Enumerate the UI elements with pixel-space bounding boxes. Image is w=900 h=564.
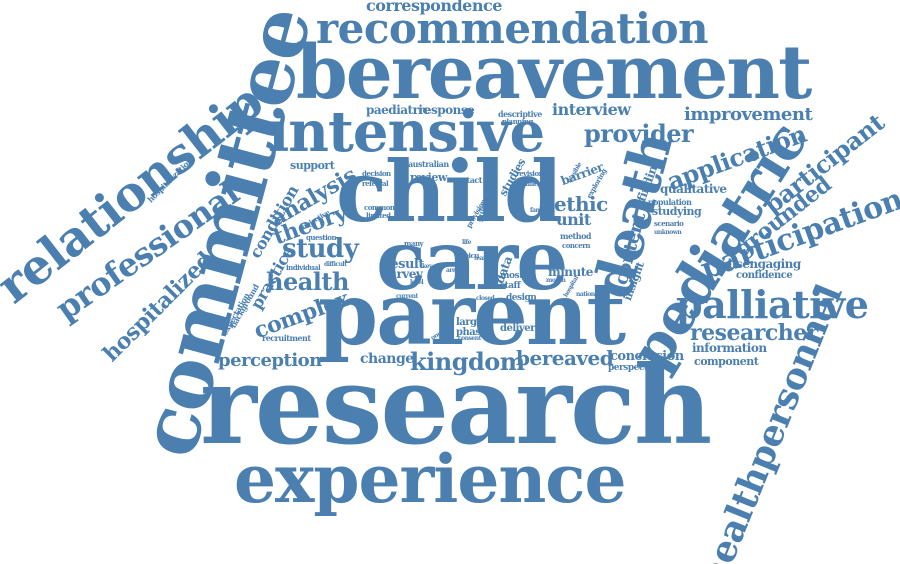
word-health: health (266, 267, 349, 296)
word-picu: picu (464, 251, 479, 260)
word-families: families (514, 179, 542, 188)
word-recommendation: recommendation (316, 4, 709, 53)
word-palliative: palliative (676, 282, 869, 327)
word-researcher: researcher (690, 320, 818, 346)
word-common: common (364, 203, 395, 212)
word-scenario: scenario (654, 219, 684, 228)
word-perspective: perspective (608, 363, 661, 373)
word-many: many (404, 239, 424, 248)
word-provider: provider (584, 119, 694, 148)
word-bereavement: bereavement (296, 30, 812, 116)
word-recruitment: recruitment (262, 333, 311, 343)
word-perception: perception (218, 350, 322, 371)
word-unknown: unknown (654, 229, 682, 236)
word-referral: referral (362, 179, 389, 188)
word-improvement: improvement (684, 104, 813, 125)
word-key: key (422, 263, 432, 270)
word-minute: minute (548, 265, 593, 279)
word-phase: phase (456, 327, 487, 338)
word-decision: decision (362, 169, 391, 178)
word-concern: concern (562, 241, 591, 250)
word-individual: individual (286, 263, 321, 272)
word-unit: unit (556, 210, 591, 229)
word-child: child (336, 142, 563, 241)
word-component: component (694, 355, 759, 368)
word-study: study (282, 234, 359, 264)
word-change: change (360, 351, 414, 367)
word-paediatric: paediatric (366, 103, 430, 117)
word-month: month (546, 277, 566, 284)
word-research: research (200, 343, 712, 469)
word-conclusion: conclusion (610, 349, 684, 364)
word-bereaved: bereaved (516, 346, 614, 370)
word-team: team (474, 255, 489, 262)
word-support: support (290, 159, 335, 172)
word-planning: planning (502, 117, 533, 126)
word-interview: interview (552, 100, 631, 119)
word-national: national (576, 291, 600, 298)
word-consent: consent (458, 335, 481, 342)
word-information: information (692, 341, 767, 355)
word-ethic: ethic (554, 192, 608, 216)
word-care: care (376, 213, 568, 309)
word-method: method (560, 231, 592, 241)
word-larger: larger (456, 317, 488, 328)
word-life: life (462, 239, 471, 246)
word-parent: parent (318, 264, 626, 365)
word-question: question (306, 233, 337, 242)
word-delivery: delivery (500, 323, 541, 334)
word-current: current (396, 293, 418, 300)
word-confidence: confidence (736, 270, 793, 281)
word-difficult: difficult (324, 261, 347, 268)
word-descriptive: descriptive (498, 109, 542, 119)
word-disengaging: disengaging (724, 257, 801, 271)
word-family: family (530, 207, 548, 214)
word-experience: experience (234, 440, 626, 518)
word-response: response (418, 103, 475, 117)
word-limited: limited (366, 211, 391, 220)
word-contact: contact (452, 175, 482, 185)
word-area: area (446, 267, 459, 274)
word-revision: revision (516, 169, 544, 178)
word-design: design (506, 293, 537, 303)
word-australian: australian (408, 159, 449, 169)
word-kingdom: kingdom (410, 347, 525, 376)
word-staff: staff (500, 281, 521, 291)
word-qualitative: qualitative (660, 182, 727, 196)
word-survey: survey (382, 267, 423, 281)
word-intensive: intensive (268, 99, 545, 165)
word-level: level (410, 279, 424, 286)
word-review: review (410, 171, 447, 184)
word-population: population (648, 197, 692, 207)
word-result: result (384, 257, 424, 272)
word-correspondence: correspondence (366, 0, 502, 15)
word-closed: closed (476, 295, 495, 302)
word-studying: studying (652, 205, 702, 218)
word-most: most (500, 271, 523, 281)
